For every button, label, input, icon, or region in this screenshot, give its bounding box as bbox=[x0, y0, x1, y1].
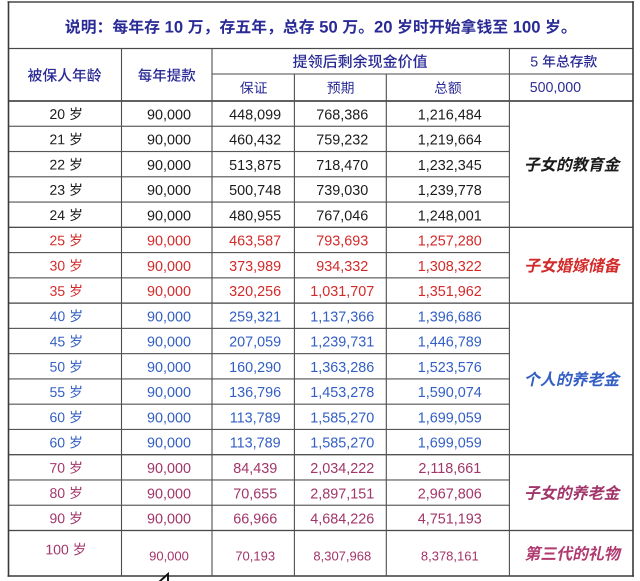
svg-text:1,590,074: 1,590,074 bbox=[418, 385, 482, 401]
svg-text:90,000: 90,000 bbox=[147, 158, 191, 174]
svg-text:1,137,366: 1,137,366 bbox=[310, 309, 374, 325]
svg-text:1,248,001: 1,248,001 bbox=[418, 208, 482, 224]
svg-text:66,966: 66,966 bbox=[233, 512, 277, 528]
svg-text:739,030: 739,030 bbox=[316, 183, 368, 199]
svg-text:1,363,286: 1,363,286 bbox=[310, 360, 374, 376]
svg-text:90,000: 90,000 bbox=[147, 385, 191, 401]
svg-text:8,307,968: 8,307,968 bbox=[313, 548, 371, 563]
svg-text:90,000: 90,000 bbox=[147, 309, 191, 325]
svg-text:70,655: 70,655 bbox=[233, 486, 277, 502]
svg-text:2,034,222: 2,034,222 bbox=[310, 461, 374, 477]
svg-text:90,000: 90,000 bbox=[149, 548, 189, 563]
svg-text:1,699,059: 1,699,059 bbox=[418, 436, 482, 452]
svg-text:1,585,270: 1,585,270 bbox=[310, 411, 374, 427]
svg-text:84,439: 84,439 bbox=[233, 461, 277, 477]
svg-text:500,748: 500,748 bbox=[229, 183, 281, 199]
svg-text:90,000: 90,000 bbox=[147, 208, 191, 224]
svg-text:90,000: 90,000 bbox=[147, 436, 191, 452]
svg-text:8,378,161: 8,378,161 bbox=[421, 548, 479, 563]
svg-text:1,699,059: 1,699,059 bbox=[418, 411, 482, 427]
svg-text:1,239,778: 1,239,778 bbox=[418, 183, 482, 199]
svg-text:70,193: 70,193 bbox=[235, 548, 275, 563]
svg-text:2,897,151: 2,897,151 bbox=[310, 486, 374, 502]
svg-text:160,290: 160,290 bbox=[229, 360, 281, 376]
svg-text:1,523,576: 1,523,576 bbox=[418, 360, 482, 376]
svg-text:1,239,731: 1,239,731 bbox=[310, 335, 374, 351]
svg-text:4,751,193: 4,751,193 bbox=[418, 512, 482, 528]
svg-text:1,257,280: 1,257,280 bbox=[418, 234, 482, 250]
svg-text:90,000: 90,000 bbox=[147, 335, 191, 351]
svg-text:373,989: 373,989 bbox=[229, 259, 281, 275]
svg-text:259,321: 259,321 bbox=[229, 309, 281, 325]
svg-text:90,000: 90,000 bbox=[147, 512, 191, 528]
svg-text:1,351,962: 1,351,962 bbox=[418, 284, 482, 300]
svg-text:207,059: 207,059 bbox=[229, 335, 281, 351]
svg-text:448,099: 448,099 bbox=[229, 107, 281, 123]
svg-text:90,000: 90,000 bbox=[147, 360, 191, 376]
svg-text:513,875: 513,875 bbox=[229, 158, 281, 174]
svg-text:1,396,686: 1,396,686 bbox=[418, 309, 482, 325]
svg-text:90,000: 90,000 bbox=[147, 234, 191, 250]
svg-text:768,386: 768,386 bbox=[316, 107, 368, 123]
svg-text:90,000: 90,000 bbox=[147, 411, 191, 427]
svg-text:1,585,270: 1,585,270 bbox=[310, 436, 374, 452]
svg-text:480,955: 480,955 bbox=[229, 208, 281, 224]
svg-text:1,232,345: 1,232,345 bbox=[418, 158, 482, 174]
svg-text:1,216,484: 1,216,484 bbox=[418, 107, 482, 123]
svg-text:90,000: 90,000 bbox=[147, 259, 191, 275]
svg-text:460,432: 460,432 bbox=[229, 133, 281, 149]
svg-text:1,031,707: 1,031,707 bbox=[310, 284, 374, 300]
svg-text:113,789: 113,789 bbox=[230, 436, 281, 452]
svg-text:759,232: 759,232 bbox=[316, 133, 368, 149]
svg-text:1,219,664: 1,219,664 bbox=[418, 133, 482, 149]
svg-text:793,693: 793,693 bbox=[316, 234, 368, 250]
svg-text:90,000: 90,000 bbox=[147, 133, 191, 149]
svg-text:1,308,322: 1,308,322 bbox=[418, 259, 482, 275]
svg-text:1,446,789: 1,446,789 bbox=[418, 335, 482, 351]
svg-text:136,796: 136,796 bbox=[229, 385, 281, 401]
svg-text:718,470: 718,470 bbox=[316, 158, 368, 174]
svg-text:113,789: 113,789 bbox=[230, 411, 281, 427]
svg-text:463,587: 463,587 bbox=[229, 234, 281, 250]
svg-text:90,000: 90,000 bbox=[147, 107, 191, 123]
svg-text:90,000: 90,000 bbox=[147, 183, 191, 199]
svg-text:4,684,226: 4,684,226 bbox=[310, 512, 374, 528]
svg-text:1,453,278: 1,453,278 bbox=[310, 385, 374, 401]
svg-text:320,256: 320,256 bbox=[229, 284, 281, 300]
svg-text:90,000: 90,000 bbox=[147, 284, 191, 300]
svg-text:767,046: 767,046 bbox=[316, 208, 368, 224]
svg-text:934,332: 934,332 bbox=[316, 259, 368, 275]
svg-text:2,118,661: 2,118,661 bbox=[418, 461, 481, 477]
svg-text:90,000: 90,000 bbox=[147, 461, 191, 477]
svg-text:2,967,806: 2,967,806 bbox=[418, 486, 482, 502]
svg-text:90,000: 90,000 bbox=[147, 486, 191, 502]
